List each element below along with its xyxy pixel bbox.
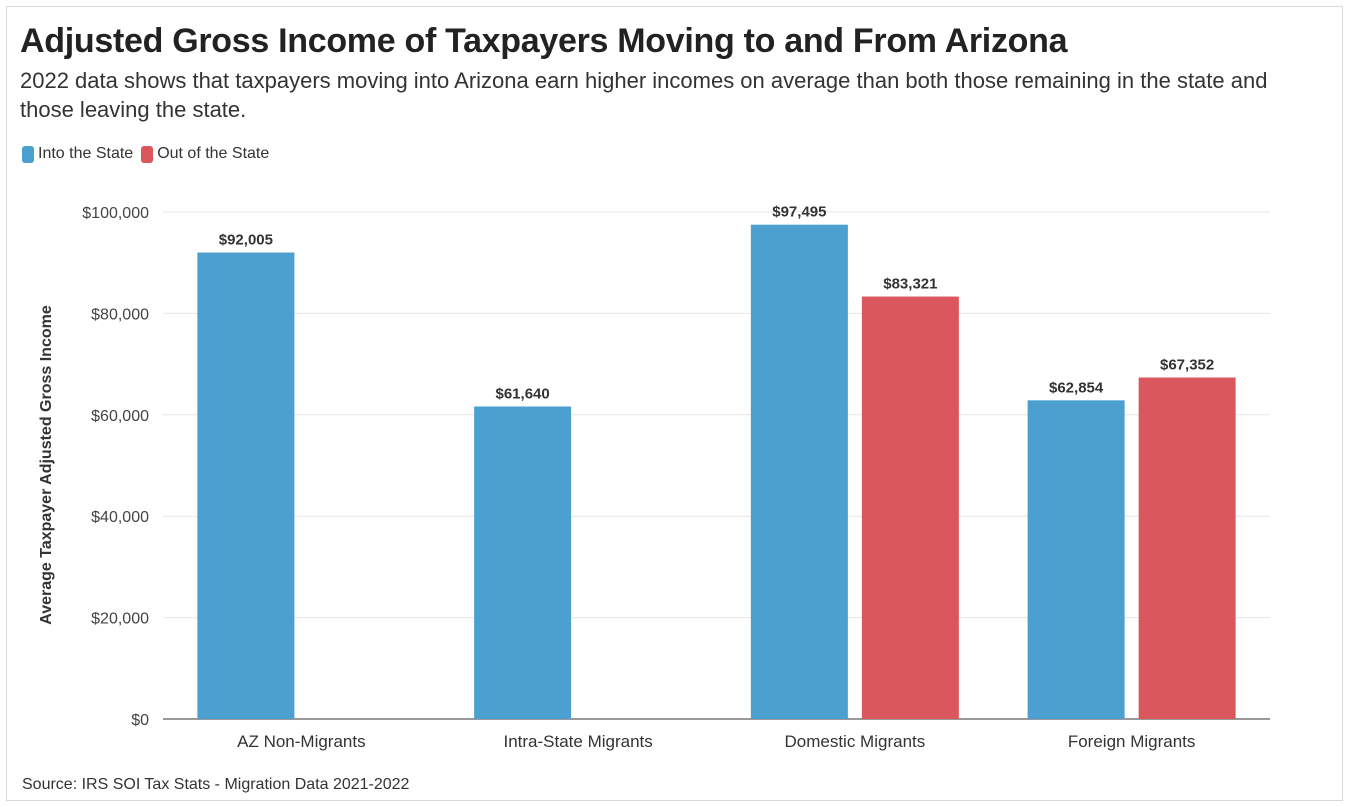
legend-swatch-into bbox=[22, 145, 34, 163]
bar-into[interactable] bbox=[750, 224, 848, 719]
bar-into[interactable] bbox=[197, 252, 295, 719]
bars-layer bbox=[197, 224, 1236, 719]
x-tick-label: Domestic Migrants bbox=[784, 732, 925, 751]
legend-swatch-out bbox=[141, 145, 154, 163]
data-label: $97,495 bbox=[772, 204, 826, 221]
data-label: $83,321 bbox=[883, 276, 937, 293]
y-tick-label: $80,000 bbox=[91, 306, 149, 323]
y-tick-label: $40,000 bbox=[91, 509, 149, 526]
bar-out[interactable] bbox=[861, 296, 959, 719]
y-tick-label: $60,000 bbox=[91, 408, 149, 425]
chart-title: Adjusted Gross Income of Taxpayers Movin… bbox=[20, 22, 1068, 60]
data-label: $61,640 bbox=[496, 385, 550, 402]
y-tick-label: $20,000 bbox=[91, 611, 149, 628]
data-label: $67,352 bbox=[1160, 357, 1214, 374]
legend: Into the State Out of the State bbox=[22, 145, 277, 163]
legend-label-out: Out of the State bbox=[157, 145, 270, 162]
legend-item-out[interactable]: Out of the State bbox=[141, 145, 269, 163]
x-tick-label: Intra-State Migrants bbox=[503, 732, 652, 751]
y-tick-label: $0 bbox=[131, 712, 149, 729]
y-tick-label: $100,000 bbox=[82, 205, 149, 222]
data-label: $92,005 bbox=[219, 232, 273, 249]
legend-item-into[interactable]: Into the State bbox=[22, 145, 133, 163]
chart-subtitle: 2022 data shows that taxpayers moving in… bbox=[20, 68, 1268, 122]
labels-layer: $0 $20,000 $40,000 $60,000 $80,000 $100,000 $9… bbox=[82, 204, 1214, 751]
bar-into[interactable] bbox=[474, 406, 572, 719]
bar-into[interactable] bbox=[1027, 400, 1125, 719]
source-note: Source: IRS SOI Tax Stats - Migration Da… bbox=[22, 776, 410, 793]
y-axis-title: Average Taxpayer Adjusted Gross Income bbox=[38, 305, 55, 625]
bar-out[interactable] bbox=[1138, 377, 1236, 719]
x-tick-label: AZ Non-Migrants bbox=[237, 732, 365, 751]
data-label: $62,854 bbox=[1049, 379, 1104, 396]
legend-label-into: Into the State bbox=[38, 145, 134, 162]
chart-frame bbox=[6, 6, 1343, 801]
x-tick-label: Foreign Migrants bbox=[1068, 732, 1196, 751]
